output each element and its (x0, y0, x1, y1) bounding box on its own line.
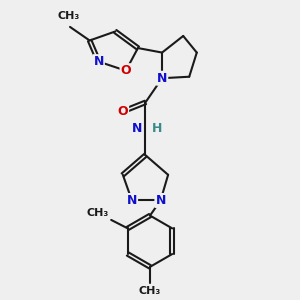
Text: CH₃: CH₃ (86, 208, 109, 218)
Text: H: H (152, 122, 162, 134)
Text: CH₃: CH₃ (139, 286, 161, 296)
Text: O: O (118, 105, 128, 118)
Text: N: N (157, 72, 167, 85)
Text: N: N (155, 194, 166, 207)
Text: O: O (121, 64, 131, 77)
Text: N: N (127, 194, 137, 207)
Text: CH₃: CH₃ (57, 11, 80, 22)
Text: N: N (94, 55, 104, 68)
Text: N: N (131, 122, 142, 134)
